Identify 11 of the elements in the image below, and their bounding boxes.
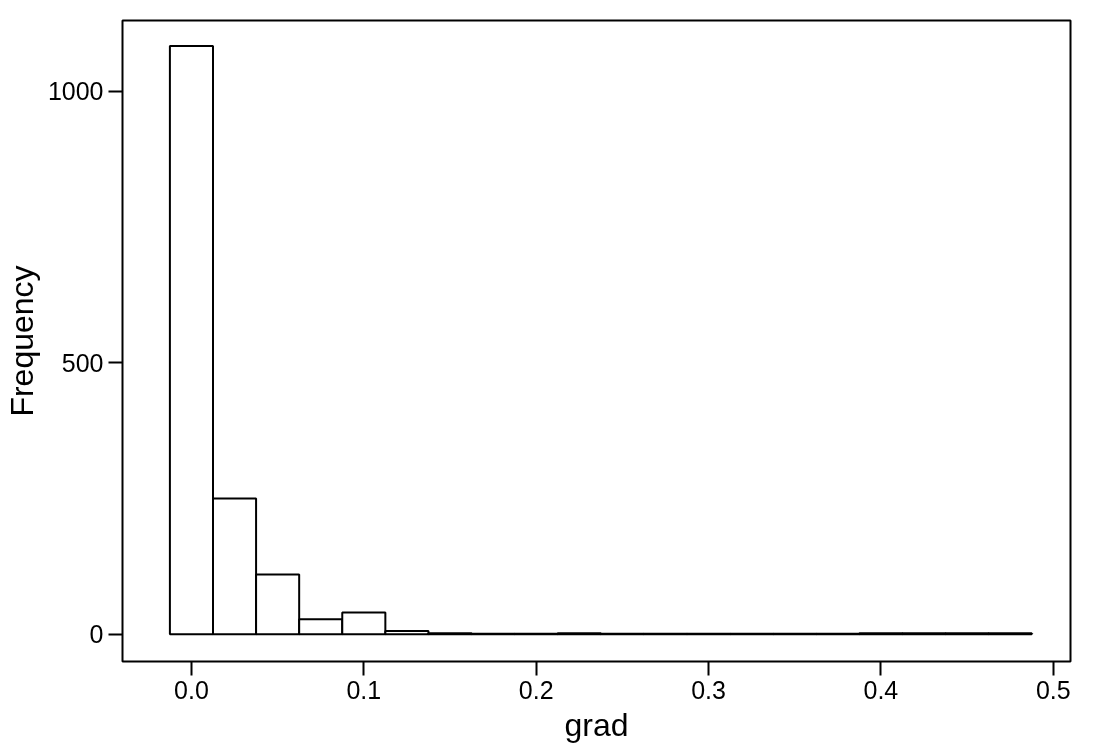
x-tick-label: 0.3 bbox=[691, 675, 726, 704]
x-axis-title: grad bbox=[564, 706, 629, 743]
y-tick-label: 0 bbox=[89, 620, 104, 649]
x-tick-label: 0.0 bbox=[174, 675, 209, 704]
y-tick-label: 1000 bbox=[47, 77, 104, 106]
x-tick-label: 0.2 bbox=[518, 675, 554, 704]
y-axis-title: Frequency bbox=[3, 265, 40, 417]
x-tick-label: 0.4 bbox=[863, 675, 899, 704]
y-tick-label: 500 bbox=[61, 348, 104, 377]
x-tick-label: 0.1 bbox=[346, 675, 382, 704]
x-tick-label: 0.5 bbox=[1035, 675, 1071, 704]
